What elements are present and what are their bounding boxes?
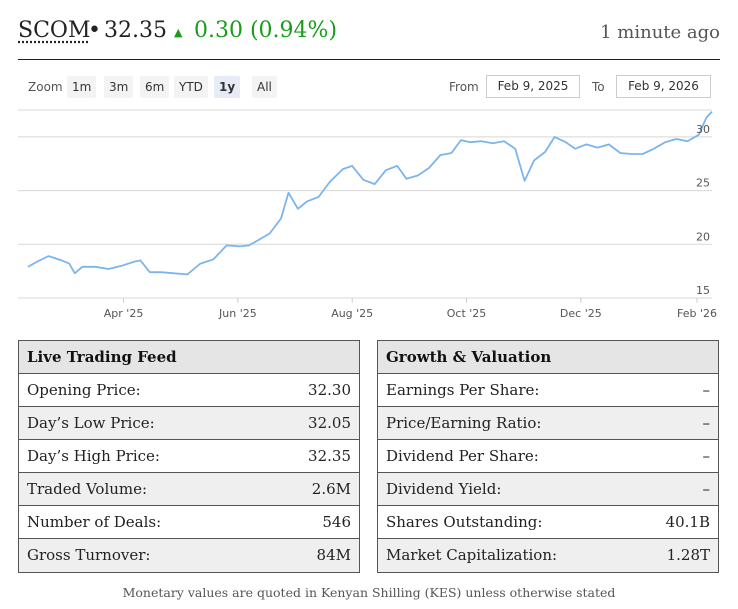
row-label: Day’s High Price: [27,447,160,465]
live-trading-feed-title: Live Trading Feed [19,341,359,374]
dividend-per-share-row: Dividend Per Share: – [378,440,718,473]
row-value: – [702,480,711,498]
price-line [27,110,713,276]
traded-volume-row: Traded Volume: 2.6M [19,473,359,506]
row-label: Dividend Per Share: [386,447,539,465]
number-of-deals-row: Number of Deals: 546 [19,506,359,539]
up-arrow-icon: ▲ [174,26,183,39]
quote-header: SCOM • 32.35 ▲ 0.30 (0.94%) 1 minute ago [18,16,720,60]
growth-valuation-title: Growth & Valuation [378,341,718,374]
row-value: 32.30 [308,381,351,399]
row-value: 2.6M [311,480,351,498]
price-change: 0.30 (0.94%) [194,18,338,43]
price-earning-ratio-row: Price/Earning Ratio: – [378,407,718,440]
dividend-yield-row: Dividend Yield: – [378,473,718,506]
to-label: To [592,80,605,94]
from-label: From [449,80,479,94]
zoom-all-button[interactable]: All [252,76,277,98]
gross-turnover-row: Gross Turnover: 84M [19,539,359,572]
ticker-symbol[interactable]: SCOM [18,18,91,43]
zoom-label: Zoom [28,80,63,94]
x-tick-label: Dec '25 [560,307,602,320]
chart-grid [18,109,712,299]
x-tick-label: Jun '25 [218,307,257,320]
zoom-1y-button[interactable]: 1y [214,76,241,98]
x-tick-label: Aug '25 [331,307,373,320]
zoom-3m-button[interactable]: 3m [104,76,134,98]
row-label: Market Capitalization: [386,546,558,564]
currency-footnote: Monetary values are quoted in Kenyan Shi… [122,585,616,600]
x-tick-label: Oct '25 [447,307,487,320]
opening-price-row: Opening Price: 32.30 [19,374,359,407]
row-value: 1.28T [666,546,710,564]
row-value: 32.05 [308,414,351,432]
market-capitalization-row: Market Capitalization: 1.28T [378,539,718,572]
y-axis-labels: 15 20 25 30 [696,123,710,297]
zoom-6m-button[interactable]: 6m [140,76,170,98]
row-label: Number of Deals: [27,513,162,531]
row-value: 32.35 [308,447,351,465]
separator-dot: • [88,18,101,43]
shares-outstanding-row: Shares Outstanding: 40.1B [378,506,718,539]
row-label: Day’s Low Price: [27,414,155,432]
row-label: Shares Outstanding: [386,513,543,531]
live-trading-feed-table: Live Trading Feed Opening Price: 32.30 D… [18,340,360,573]
row-label: Opening Price: [27,381,141,399]
row-value: 40.1B [665,513,710,531]
earnings-per-share-row: Earnings Per Share: – [378,374,718,407]
row-label: Price/Earning Ratio: [386,414,542,432]
row-value: 84M [316,546,351,564]
zoom-1m-button[interactable]: 1m [67,76,97,98]
last-updated: 1 minute ago [600,22,720,43]
from-date-input[interactable]: Feb 9, 2025 [486,75,580,98]
x-axis-labels: Apr '25 Jun '25 Aug '25 Oct '25 Dec '25 Feb '… [104,298,717,320]
y-tick-label: 25 [696,177,710,190]
x-tick-label: Apr '25 [104,307,144,320]
y-tick-label: 20 [696,230,710,243]
row-label: Earnings Per Share: [386,381,540,399]
price-chart[interactable]: 15 20 25 30 Apr '25 Jun '25 Aug '25 Oct '25 Dec… [0,104,738,326]
row-value: 546 [322,513,351,531]
row-value: – [702,447,711,465]
days-low-price-row: Day’s Low Price: 32.05 [19,407,359,440]
days-high-price-row: Day’s High Price: 32.35 [19,440,359,473]
zoom-ytd-button[interactable]: YTD [174,76,208,98]
x-tick-label: Feb '26 [677,307,717,320]
row-label: Gross Turnover: [27,546,151,564]
to-date-input[interactable]: Feb 9, 2026 [616,75,711,98]
y-tick-label: 30 [696,123,710,136]
y-tick-label: 15 [696,284,710,297]
row-value: – [702,381,711,399]
growth-valuation-table: Growth & Valuation Earnings Per Share: –… [377,340,719,573]
row-value: – [702,414,711,432]
current-price: 32.35 [104,18,167,43]
row-label: Traded Volume: [27,480,148,498]
row-label: Dividend Yield: [386,480,502,498]
